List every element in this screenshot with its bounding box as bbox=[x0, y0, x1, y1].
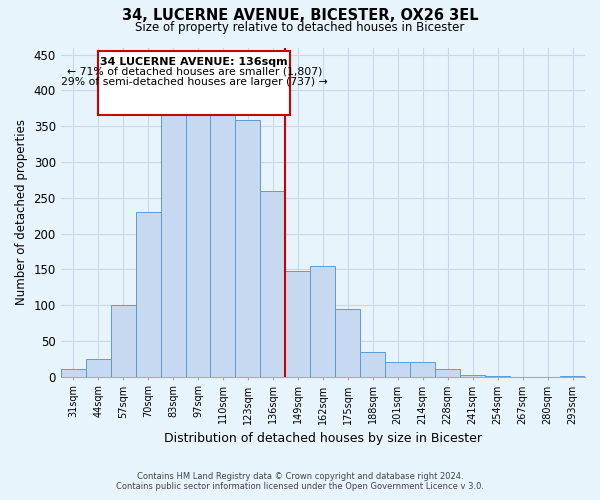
Bar bbox=[86, 359, 110, 376]
Bar bbox=[161, 116, 185, 376]
Bar bbox=[136, 212, 161, 376]
FancyBboxPatch shape bbox=[98, 51, 290, 116]
Bar bbox=[235, 120, 260, 376]
Bar bbox=[260, 190, 286, 376]
Bar bbox=[385, 362, 410, 376]
Bar bbox=[310, 266, 335, 376]
Y-axis label: Number of detached properties: Number of detached properties bbox=[15, 119, 28, 305]
Bar bbox=[110, 305, 136, 376]
Bar bbox=[360, 352, 385, 376]
Text: 29% of semi-detached houses are larger (737) →: 29% of semi-detached houses are larger (… bbox=[61, 77, 328, 87]
Text: 34, LUCERNE AVENUE, BICESTER, OX26 3EL: 34, LUCERNE AVENUE, BICESTER, OX26 3EL bbox=[122, 8, 478, 22]
Bar bbox=[185, 112, 211, 376]
Bar bbox=[410, 362, 435, 376]
Text: 34 LUCERNE AVENUE: 136sqm: 34 LUCERNE AVENUE: 136sqm bbox=[100, 57, 288, 67]
Text: Contains public sector information licensed under the Open Government Licence v : Contains public sector information licen… bbox=[116, 482, 484, 491]
Bar bbox=[211, 110, 235, 376]
Bar bbox=[460, 374, 485, 376]
X-axis label: Distribution of detached houses by size in Bicester: Distribution of detached houses by size … bbox=[164, 432, 482, 445]
Text: ← 71% of detached houses are smaller (1,807): ← 71% of detached houses are smaller (1,… bbox=[67, 67, 322, 77]
Text: Contains HM Land Registry data © Crown copyright and database right 2024.: Contains HM Land Registry data © Crown c… bbox=[137, 472, 463, 481]
Bar bbox=[61, 370, 86, 376]
Bar bbox=[335, 308, 360, 376]
Bar bbox=[435, 370, 460, 376]
Bar bbox=[286, 272, 310, 376]
Text: Size of property relative to detached houses in Bicester: Size of property relative to detached ho… bbox=[136, 22, 464, 35]
